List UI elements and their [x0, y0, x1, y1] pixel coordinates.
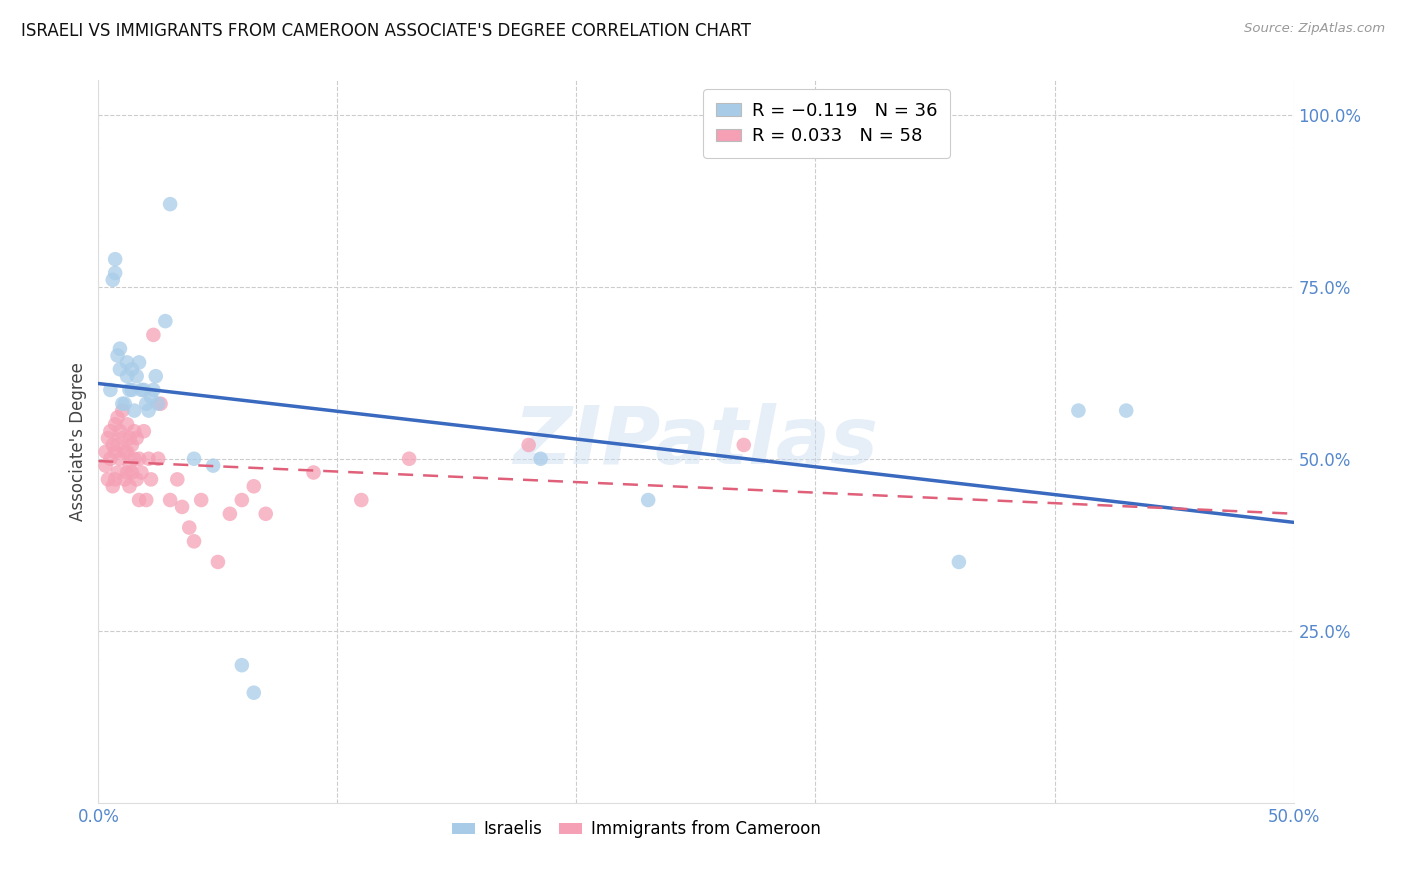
Point: [121, 438, 143, 452]
Point: [183, 534, 205, 549]
Point: [219, 507, 242, 521]
Point: [231, 658, 253, 673]
Point: [94, 445, 117, 459]
Point: [637, 493, 659, 508]
Point: [115, 355, 138, 369]
Point: [142, 383, 165, 397]
Point: [98, 451, 122, 466]
Point: [132, 383, 155, 397]
Point: [107, 349, 129, 363]
Point: [124, 451, 146, 466]
Text: ZIPatlas: ZIPatlas: [513, 402, 879, 481]
Point: [202, 458, 225, 473]
Point: [125, 369, 148, 384]
Point: [948, 555, 970, 569]
Point: [107, 466, 129, 480]
Point: [131, 383, 153, 397]
Point: [207, 555, 229, 569]
Point: [166, 472, 188, 486]
Text: ISRAELI VS IMMIGRANTS FROM CAMEROON ASSOCIATE'S DEGREE CORRELATION CHART: ISRAELI VS IMMIGRANTS FROM CAMEROON ASSO…: [21, 22, 751, 40]
Point: [183, 451, 205, 466]
Point: [114, 397, 136, 411]
Legend: Israelis, Immigrants from Cameroon: Israelis, Immigrants from Cameroon: [446, 814, 827, 845]
Point: [142, 327, 165, 342]
Point: [114, 445, 136, 459]
Point: [231, 493, 253, 508]
Point: [148, 451, 170, 466]
Point: [138, 403, 160, 417]
Point: [517, 438, 540, 452]
Point: [733, 438, 755, 452]
Point: [190, 493, 212, 508]
Point: [108, 362, 131, 376]
Point: [172, 500, 194, 514]
Point: [101, 273, 124, 287]
Point: [104, 417, 127, 432]
Point: [139, 472, 162, 486]
Point: [1067, 403, 1090, 417]
Point: [243, 686, 266, 700]
Point: [243, 479, 266, 493]
Point: [107, 410, 129, 425]
Point: [108, 451, 131, 466]
Point: [104, 266, 127, 280]
Point: [115, 466, 138, 480]
Point: [128, 355, 150, 369]
Point: [1115, 403, 1137, 417]
Text: Source: ZipAtlas.com: Source: ZipAtlas.com: [1244, 22, 1385, 36]
Y-axis label: Associate's Degree: Associate's Degree: [69, 362, 87, 521]
Point: [125, 431, 148, 445]
Point: [107, 438, 129, 452]
Point: [128, 493, 150, 508]
Point: [132, 424, 155, 438]
Point: [118, 479, 141, 493]
Point: [111, 403, 134, 417]
Point: [111, 431, 134, 445]
Point: [98, 383, 122, 397]
Point: [108, 342, 131, 356]
Point: [111, 397, 134, 411]
Point: [124, 403, 146, 417]
Point: [118, 431, 141, 445]
Point: [155, 314, 177, 328]
Point: [149, 397, 172, 411]
Point: [101, 438, 124, 452]
Point: [530, 451, 553, 466]
Point: [118, 458, 141, 473]
Point: [115, 445, 138, 459]
Point: [125, 472, 148, 486]
Point: [108, 424, 131, 438]
Point: [302, 466, 325, 480]
Point: [398, 451, 420, 466]
Point: [115, 417, 138, 432]
Point: [104, 445, 127, 459]
Point: [121, 362, 143, 376]
Point: [97, 472, 120, 486]
Point: [121, 383, 143, 397]
Point: [159, 197, 181, 211]
Point: [179, 520, 201, 534]
Point: [254, 507, 277, 521]
Point: [104, 472, 127, 486]
Point: [350, 493, 373, 508]
Point: [135, 397, 157, 411]
Point: [104, 252, 127, 267]
Point: [121, 466, 143, 480]
Point: [114, 472, 136, 486]
Point: [145, 369, 167, 384]
Point: [115, 369, 138, 384]
Point: [118, 383, 141, 397]
Point: [124, 424, 146, 438]
Point: [159, 493, 181, 508]
Point: [97, 431, 120, 445]
Point: [98, 424, 122, 438]
Point: [101, 479, 124, 493]
Point: [138, 451, 160, 466]
Point: [94, 458, 117, 473]
Point: [148, 397, 170, 411]
Point: [139, 390, 162, 404]
Point: [128, 451, 150, 466]
Point: [131, 466, 153, 480]
Point: [135, 493, 157, 508]
